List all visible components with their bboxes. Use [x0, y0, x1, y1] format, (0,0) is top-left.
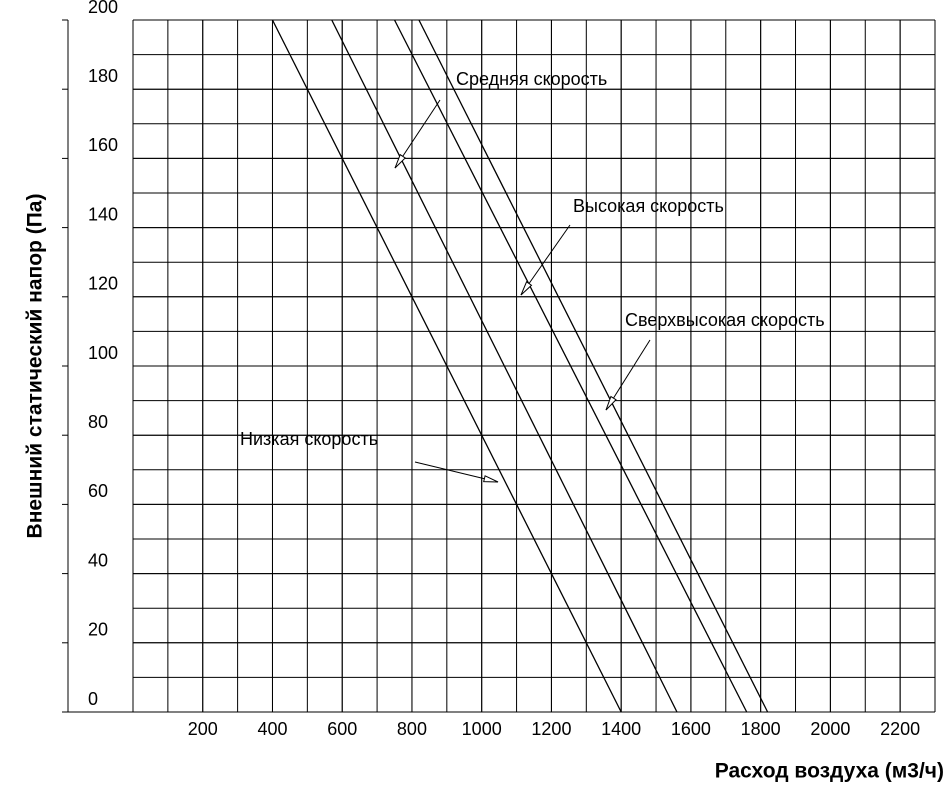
y-tick-label: 100	[88, 343, 118, 363]
x-tick-label: 400	[257, 719, 287, 739]
x-tick-label: 800	[397, 719, 427, 739]
leader-arrow	[520, 281, 533, 296]
leader-arrow	[394, 153, 407, 169]
x-axis-title: Расход воздуха (м3/ч)	[715, 760, 944, 783]
y-tick-label: 40	[88, 550, 108, 570]
y-tick-label: 0	[88, 689, 98, 709]
x-tick-label: 1200	[531, 719, 571, 739]
x-tick-label: 1400	[601, 719, 641, 739]
series-line	[271, 19, 622, 713]
y-tick-label: 180	[88, 66, 118, 86]
leader-arrow	[605, 395, 617, 411]
series-line	[418, 19, 769, 713]
x-tick-label: 2200	[880, 719, 920, 739]
series-label: Сверхвысокая скорость	[625, 310, 825, 330]
series-label: Средняя скорость	[456, 69, 607, 89]
x-tick-label: 1000	[462, 719, 502, 739]
y-tick-label: 160	[88, 135, 118, 155]
x-tick-label: 600	[327, 719, 357, 739]
y-axis-title: Внешний статический напор (Па)	[24, 194, 47, 539]
leader-arrow	[483, 475, 499, 483]
x-tick-label: 200	[188, 719, 218, 739]
y-tick-label: 60	[88, 481, 108, 501]
y-tick-label: 20	[88, 620, 108, 640]
series-line	[393, 19, 748, 713]
y-tick-label: 140	[88, 204, 118, 224]
x-tick-label: 1600	[671, 719, 711, 739]
x-tick-label: 1800	[741, 719, 781, 739]
series-line	[331, 19, 678, 713]
x-tick-label: 2000	[810, 719, 850, 739]
series-label: Высокая скорость	[573, 196, 724, 216]
y-tick-label: 200	[88, 0, 118, 17]
y-tick-label: 80	[88, 412, 108, 432]
series-label: Низкая скорость	[240, 429, 378, 449]
y-tick-label: 120	[88, 274, 118, 294]
